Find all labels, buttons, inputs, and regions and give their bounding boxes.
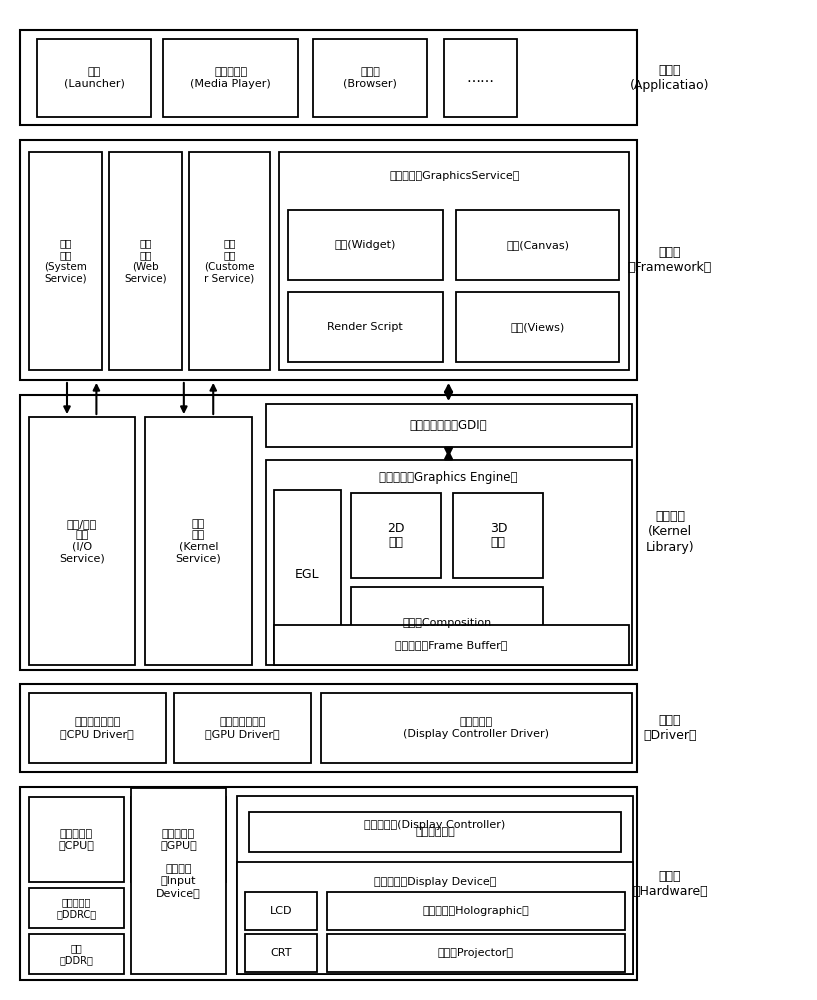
Bar (288, 292, 443, 362)
Bar (237, 862, 633, 974)
Text: 各种显示接口: 各种显示接口 (415, 827, 455, 837)
Bar (29, 797, 124, 882)
Bar (351, 493, 441, 578)
Text: 画布(Canvas): 画布(Canvas) (506, 240, 569, 250)
Bar (327, 934, 625, 972)
Text: 核心
服务
(Kernel
Service): 核心 服务 (Kernel Service) (176, 519, 221, 563)
Bar (163, 39, 298, 117)
Text: 图形设备接口（GDI）: 图形设备接口（GDI） (409, 419, 488, 432)
Text: 浏览器
(Browser): 浏览器 (Browser) (343, 67, 397, 89)
Bar (20, 395, 637, 670)
Bar (20, 787, 637, 980)
Bar (29, 888, 124, 928)
Bar (266, 404, 632, 447)
Bar (237, 796, 633, 974)
Bar (321, 693, 632, 763)
Bar (274, 490, 341, 660)
Text: 用户
服务
(Custome
r Service): 用户 服务 (Custome r Service) (204, 239, 255, 283)
Text: 中央处理器驱动
（CPU Driver）: 中央处理器驱动 （CPU Driver） (60, 717, 134, 739)
Text: 输入设备
（Input
Device）: 输入设备 （Input Device） (156, 864, 201, 898)
Text: 图形引擎（Graphics Engine）: 图形引擎（Graphics Engine） (379, 471, 518, 484)
Text: 内存
（DDR）: 内存 （DDR） (60, 943, 93, 965)
Text: 显示设备（Display Device）: 显示设备（Display Device） (374, 877, 496, 887)
Text: 应用层
(Applicatiao): 应用层 (Applicatiao) (630, 64, 710, 92)
Text: 3D
引擎: 3D 引擎 (489, 522, 507, 550)
Bar (327, 892, 625, 930)
Text: 显示控制器
(Display Controller Driver): 显示控制器 (Display Controller Driver) (404, 717, 549, 739)
Text: 硬件层
（Hardware）: 硬件层 （Hardware） (632, 870, 708, 898)
Bar (189, 152, 270, 370)
Text: 微件(Widget): 微件(Widget) (334, 240, 396, 250)
Text: ……: …… (467, 71, 494, 85)
Text: 视图(Views): 视图(Views) (511, 322, 565, 332)
Text: Render Script: Render Script (328, 322, 403, 332)
Bar (245, 934, 317, 972)
Bar (109, 152, 182, 370)
Text: CRT: CRT (270, 948, 292, 958)
Text: 核心库层
(Kernel
Library): 核心库层 (Kernel Library) (645, 510, 694, 554)
Text: 驱动层
（Driver）: 驱动层 （Driver） (643, 714, 697, 742)
Bar (266, 460, 632, 665)
Text: 系统
服务
(System
Service): 系统 服务 (System Service) (44, 239, 87, 283)
Bar (456, 292, 619, 362)
Bar (20, 30, 637, 125)
Bar (37, 39, 151, 117)
Bar (131, 797, 226, 882)
Text: 合成器Composition: 合成器Composition (403, 618, 492, 629)
Bar (313, 39, 427, 117)
Bar (351, 587, 543, 660)
Text: 图形处理器驱动
（GPU Driver）: 图形处理器驱动 （GPU Driver） (205, 717, 280, 739)
Bar (29, 417, 135, 665)
Text: 网页
服务
(Web
Service): 网页 服务 (Web Service) (124, 239, 167, 283)
Bar (274, 625, 629, 665)
Text: 全息成像（Holographic）: 全息成像（Holographic） (422, 906, 529, 916)
Text: 中央处理器
（CPU）: 中央处理器 （CPU） (59, 829, 94, 850)
Text: 桌面
(Launcher): 桌面 (Launcher) (64, 67, 124, 89)
Bar (145, 417, 252, 665)
Bar (20, 684, 637, 772)
Text: 2D
引擎: 2D 引擎 (387, 522, 405, 550)
Bar (453, 493, 543, 578)
Text: 框架层
（Framework）: 框架层 （Framework） (627, 246, 712, 274)
Text: 输入/输出
服务
(I/O
Service): 输入/输出 服务 (I/O Service) (59, 519, 105, 563)
Text: 帧缓冲区（Frame Buffer）: 帧缓冲区（Frame Buffer） (395, 640, 507, 650)
Bar (279, 152, 629, 370)
Text: 投影（Projector）: 投影（Projector） (438, 948, 514, 958)
Text: 图形处理器
（GPU）: 图形处理器 （GPU） (160, 829, 197, 850)
Bar (29, 934, 124, 974)
Text: LCD: LCD (270, 906, 292, 916)
Bar (456, 210, 619, 280)
Bar (245, 892, 317, 930)
Bar (29, 693, 166, 763)
Bar (444, 39, 517, 117)
Bar (249, 812, 621, 852)
Text: EGL: EGL (295, 568, 319, 581)
Bar (20, 140, 637, 380)
Bar (174, 693, 311, 763)
Bar (288, 210, 443, 280)
Text: 内存控制器
（DDRC）: 内存控制器 （DDRC） (56, 897, 96, 919)
Bar (29, 152, 102, 370)
Text: 媒体播放器
(Media Player): 媒体播放器 (Media Player) (190, 67, 271, 89)
Text: 图形服务（GraphicsService）: 图形服务（GraphicsService） (389, 171, 520, 181)
Text: 显示控制器(Display Controller): 显示控制器(Display Controller) (364, 820, 506, 830)
Bar (131, 788, 226, 974)
